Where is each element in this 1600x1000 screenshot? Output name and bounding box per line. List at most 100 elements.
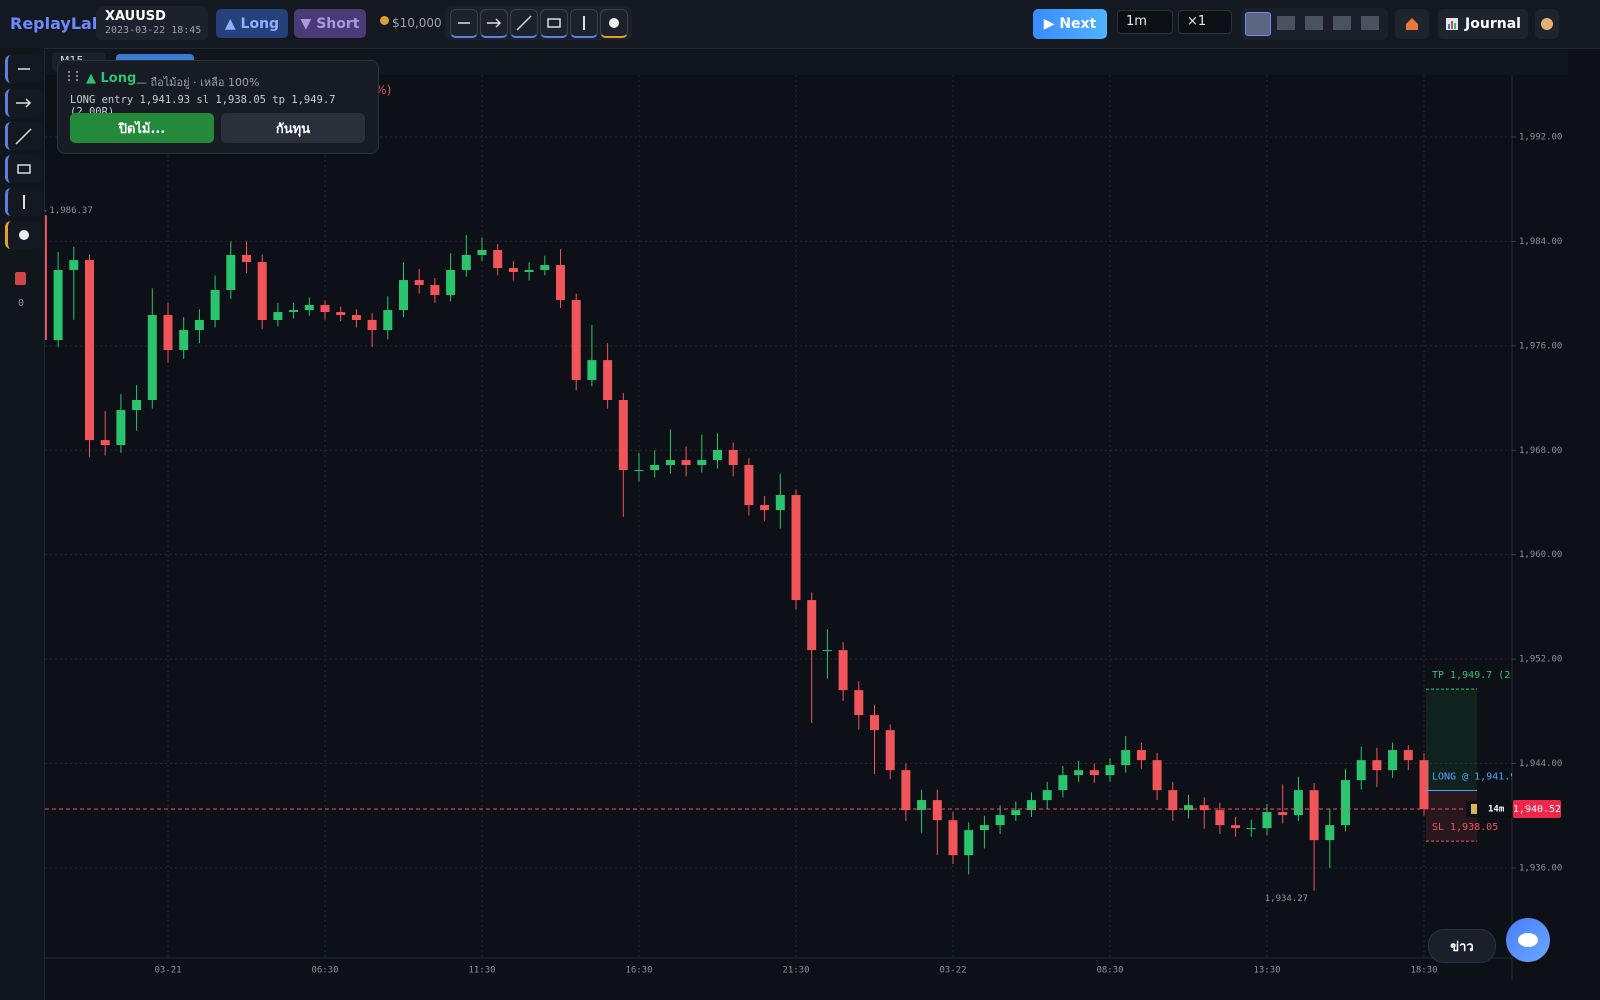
candle-body: [399, 280, 408, 311]
datetime: 2023-03-22 18:45: [105, 25, 202, 36]
layout-1[interactable]: [1245, 12, 1271, 36]
drag-handle[interactable]: [68, 71, 78, 81]
candle-body: [179, 330, 189, 351]
candle-body: [132, 400, 142, 411]
candle-body: [351, 315, 361, 320]
lt-circle[interactable]: [5, 221, 42, 249]
candle-body: [524, 270, 534, 272]
symbol-box[interactable]: XAUUSD 2023-03-22 18:45: [96, 6, 208, 40]
candle-body: [85, 260, 94, 441]
candle-body: [697, 460, 707, 466]
chat-button[interactable]: [1506, 918, 1550, 962]
breakeven-button[interactable]: กันทุน: [221, 113, 365, 143]
candle-body: [995, 815, 1005, 826]
candle-body: [791, 495, 801, 601]
trash-button[interactable]: [15, 272, 26, 285]
tool-rect[interactable]: [540, 9, 568, 38]
tool-vline[interactable]: [570, 9, 598, 38]
candle-body: [1246, 828, 1256, 830]
layout-group: [1241, 8, 1388, 40]
candle-body: [289, 310, 299, 313]
candle-body: [1121, 750, 1131, 766]
candle-body: [493, 250, 503, 269]
candle-body: [1058, 775, 1068, 791]
news-button[interactable]: ข่าว: [1428, 929, 1496, 963]
drawing-count: 0: [18, 298, 25, 309]
speed-select[interactable]: ×1: [1178, 10, 1232, 34]
lt-rect[interactable]: [5, 155, 42, 183]
position-status: — ถือไม้อยู่ · เหลือ 100%: [136, 76, 260, 89]
candle-body: [1215, 810, 1225, 826]
candle-body: [116, 410, 126, 446]
layout-4[interactable]: [1333, 16, 1351, 30]
x-tick-label: 11:30: [468, 966, 495, 976]
layout-2[interactable]: [1277, 16, 1295, 30]
candle-body: [932, 800, 942, 821]
long-button[interactable]: ▲ Long: [216, 9, 288, 38]
layout-3[interactable]: [1305, 16, 1323, 30]
candle-body: [257, 262, 267, 320]
balance: $10,000: [392, 16, 442, 30]
candle-body: [1356, 760, 1366, 781]
candle-body: [571, 300, 581, 381]
candle-body: [147, 315, 157, 401]
x-tick-label: 08:30: [1096, 966, 1123, 976]
low-marker-label: 1,934.27: [1265, 894, 1308, 904]
short-button[interactable]: ▼ Short: [294, 9, 366, 38]
candle-body: [1325, 825, 1335, 841]
candle-body: [665, 460, 675, 466]
lt-trend[interactable]: [5, 122, 42, 150]
candle-body: [242, 254, 251, 263]
candle-body: [45, 215, 47, 341]
sl-label: SL 1,938.05: [1432, 822, 1498, 833]
tool-trend[interactable]: [510, 9, 538, 38]
y-tick-label: 1,992.00: [1519, 132, 1562, 142]
candle-body: [1136, 750, 1146, 761]
lt-vline[interactable]: [5, 188, 42, 216]
x-tick-label: 03-21: [154, 966, 181, 976]
tool-circle[interactable]: [600, 9, 628, 38]
candle-body: [760, 505, 770, 511]
journal-button[interactable]: Journal: [1438, 9, 1528, 39]
y-tick-label: 1,952.00: [1519, 655, 1562, 665]
timeframe-select[interactable]: 1m: [1117, 10, 1173, 34]
lt-ray[interactable]: [5, 89, 42, 117]
candle-body: [807, 600, 817, 651]
tool-ray[interactable]: [480, 9, 508, 38]
entry-label: LONG @ 1,941.93: [1432, 772, 1522, 783]
candle-body: [744, 465, 754, 506]
candle-body: [1042, 790, 1052, 801]
close-position-button[interactable]: ปิดไม้...: [70, 113, 214, 143]
candle-body: [556, 265, 565, 301]
candle-body: [1388, 750, 1398, 771]
candle-body: [1293, 790, 1303, 816]
y-tick-label: 1,976.00: [1519, 341, 1562, 351]
timer-box: [1466, 800, 1512, 817]
timer-label: 14m: [1488, 804, 1505, 814]
candle-body: [1309, 790, 1319, 841]
brand: ReplayLab: [10, 14, 104, 33]
candle-body: [1199, 805, 1209, 811]
journal-label: Journal: [1465, 16, 1521, 32]
candle-body: [964, 830, 974, 856]
candle-body: [1184, 805, 1193, 811]
candle-body: [273, 312, 283, 320]
candle-body: [979, 825, 989, 831]
candle-body: [870, 715, 879, 731]
candle-body: [53, 270, 63, 341]
theme-button[interactable]: [1535, 9, 1559, 39]
next-button[interactable]: ▶ Next: [1033, 9, 1107, 39]
candle-body: [681, 460, 691, 466]
home-button[interactable]: [1395, 9, 1429, 39]
lt-hline[interactable]: [5, 55, 42, 83]
candle-body: [477, 250, 487, 255]
layout-5[interactable]: [1361, 16, 1379, 30]
candle-body: [367, 319, 377, 331]
x-tick-label: 13:30: [1253, 966, 1280, 976]
tool-hline[interactable]: [450, 9, 478, 38]
top-bar: ReplayLab XAUUSD 2023-03-22 18:45 ▲ Long…: [0, 0, 1600, 49]
x-tick-label: 18:30: [1410, 966, 1437, 976]
candle-body: [917, 800, 927, 811]
journal-icon: [1446, 18, 1459, 30]
